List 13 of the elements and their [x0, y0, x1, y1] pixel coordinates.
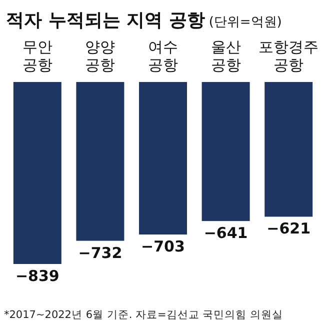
x-tick-label: 포항경주 공항 — [258, 38, 319, 74]
data-label: −703 — [141, 238, 185, 256]
data-label: −732 — [78, 244, 122, 262]
chart-subtitle: (단위=억원) — [208, 15, 282, 30]
chart-title: 적자 누적되는 지역 공항 — [6, 10, 205, 31]
data-label: −641 — [204, 224, 248, 242]
x-tick-label: 무안 공항 — [22, 38, 52, 74]
x-tick-label: 울산 공항 — [210, 38, 241, 74]
data-label: −839 — [15, 267, 60, 285]
x-tick-label: 여수 공항 — [148, 38, 178, 74]
text: *2017~2022년 6월 기준. 자료=김선교 국민의힘 의원실 — [4, 309, 283, 321]
data-label: −621 — [266, 220, 311, 238]
x-tick-label: 양양 공항 — [85, 38, 116, 74]
